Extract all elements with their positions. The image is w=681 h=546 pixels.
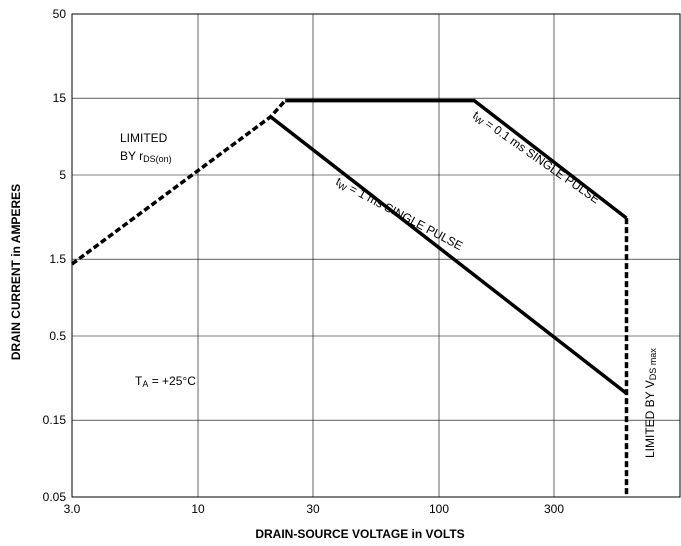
pulse-0-1ms-line [285,98,628,220]
y-tick-label: 5 [59,168,66,182]
rdson-limit-label-line1: LIMITED [120,131,168,145]
vds-max-limit-label: LIMITED BY VDS max [643,348,658,458]
y-tick-label: 0.05 [43,490,67,504]
rdson-limit-line [70,99,287,266]
x-tick-label: 300 [544,502,564,516]
temperature-label: TA = +25°C [135,374,196,389]
pulse-1ms-line [269,115,628,395]
x-tick-label: 100 [429,502,449,516]
tick-labels: 3.0 10 30 100 300 0.05 0.15 0.5 1.5 5 15 50 [43,7,565,516]
pulse-1ms-label: tW = 1 ms SINGLE PULSE [333,174,465,254]
x-axis-title: DRAIN-SOURCE VOLTAGE in VOLTS [255,527,464,541]
y-axis-title: DRAIN CURRENT in AMPERES [9,184,23,360]
grid-lines [71,13,680,498]
pulse-0-1ms-label: tW = 0.1 ms SINGLE PULSE [470,108,603,207]
plot-area-frame [71,13,681,498]
x-tick-label: 30 [306,502,320,516]
y-tick-label: 50 [53,7,67,21]
y-tick-label: 0.15 [43,413,67,427]
y-tick-label: 1.5 [49,252,66,266]
rdson-limit-label-line2: BY rDS(on) [120,149,172,164]
x-tick-label: 3.0 [64,502,81,516]
series-group [70,98,629,497]
y-tick-label: 0.5 [49,329,66,343]
x-tick-label: 10 [191,502,205,516]
y-tick-label: 15 [53,91,67,105]
